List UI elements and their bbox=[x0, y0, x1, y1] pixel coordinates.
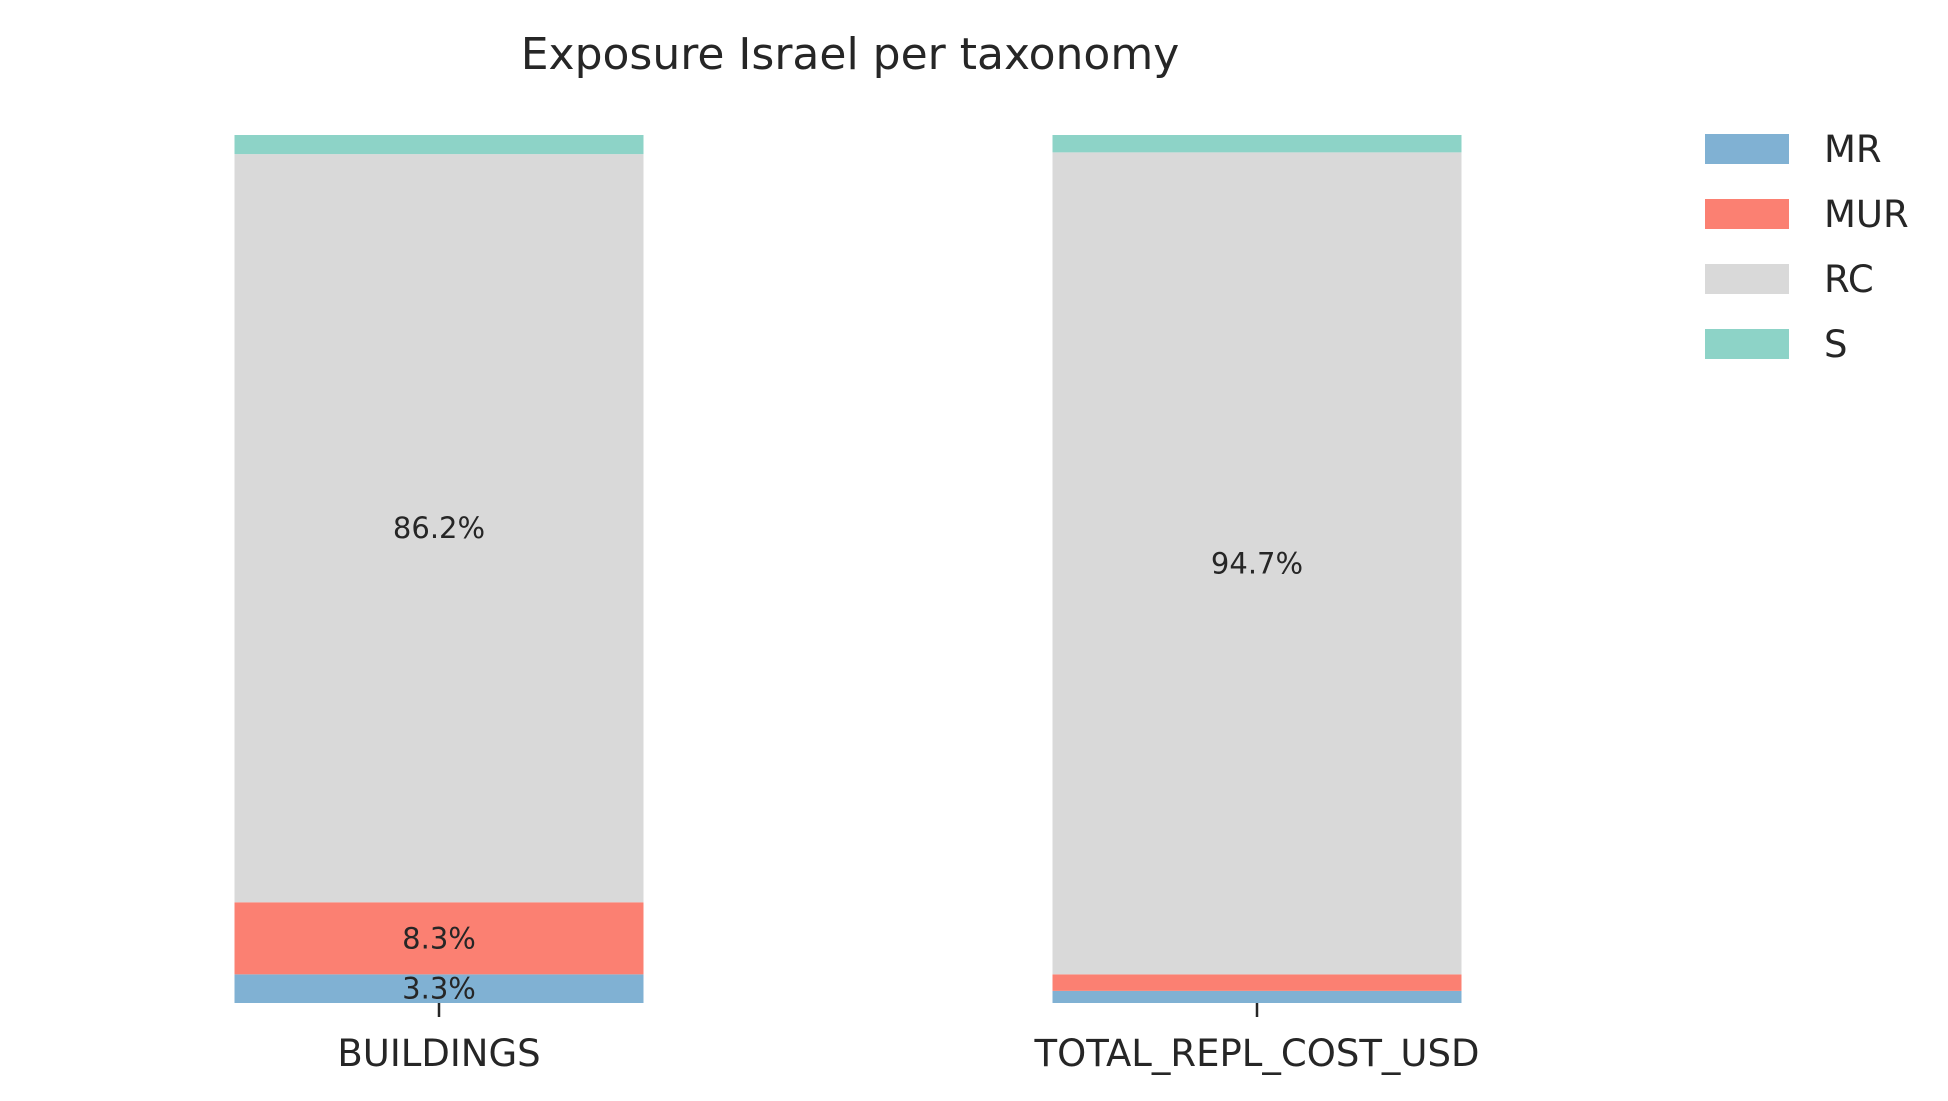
x-tick-label-buildings: BUILDINGS bbox=[337, 1032, 540, 1075]
bar-total-repl-cost-usd-mr bbox=[1052, 990, 1462, 1003]
bar-total-repl-cost-usd-mur bbox=[1052, 974, 1462, 991]
bar-total-repl-cost-usd-s bbox=[1052, 135, 1462, 153]
bar-buildings-s bbox=[234, 135, 644, 155]
data-label-buildings-rc: 86.2% bbox=[393, 511, 485, 545]
legend: MR MUR RC S bbox=[1705, 128, 1909, 366]
bars bbox=[234, 135, 1462, 1003]
legend-swatch-s bbox=[1705, 329, 1789, 359]
data-label-buildings-mur: 8.3% bbox=[402, 921, 476, 955]
legend-swatch-mur bbox=[1705, 199, 1789, 229]
x-axis: BUILDINGS TOTAL_REPL_COST_USD bbox=[337, 1003, 1480, 1075]
bar-total-repl-cost-usd-rc bbox=[1052, 152, 1462, 975]
data-label-buildings-mr: 3.3% bbox=[402, 972, 476, 1006]
data-labels: 3.3% 8.3% 86.2% 94.7% bbox=[393, 511, 1303, 1005]
legend-swatch-rc bbox=[1705, 264, 1789, 294]
legend-label-rc: RC bbox=[1824, 258, 1874, 301]
x-tick-label-total-repl-cost-usd: TOTAL_REPL_COST_USD bbox=[1034, 1032, 1480, 1075]
bar-buildings-mr bbox=[234, 974, 644, 1003]
legend-label-mur: MUR bbox=[1824, 193, 1909, 236]
bar-buildings-mur bbox=[234, 902, 644, 975]
bar-buildings-rc bbox=[234, 154, 644, 903]
chart-title: Exposure Israel per taxonomy bbox=[521, 29, 1180, 80]
legend-label-mr: MR bbox=[1824, 128, 1882, 171]
legend-label-s: S bbox=[1824, 323, 1848, 366]
data-label-total-repl-cost-usd-rc: 94.7% bbox=[1211, 546, 1303, 580]
legend-swatch-mr bbox=[1705, 134, 1789, 164]
